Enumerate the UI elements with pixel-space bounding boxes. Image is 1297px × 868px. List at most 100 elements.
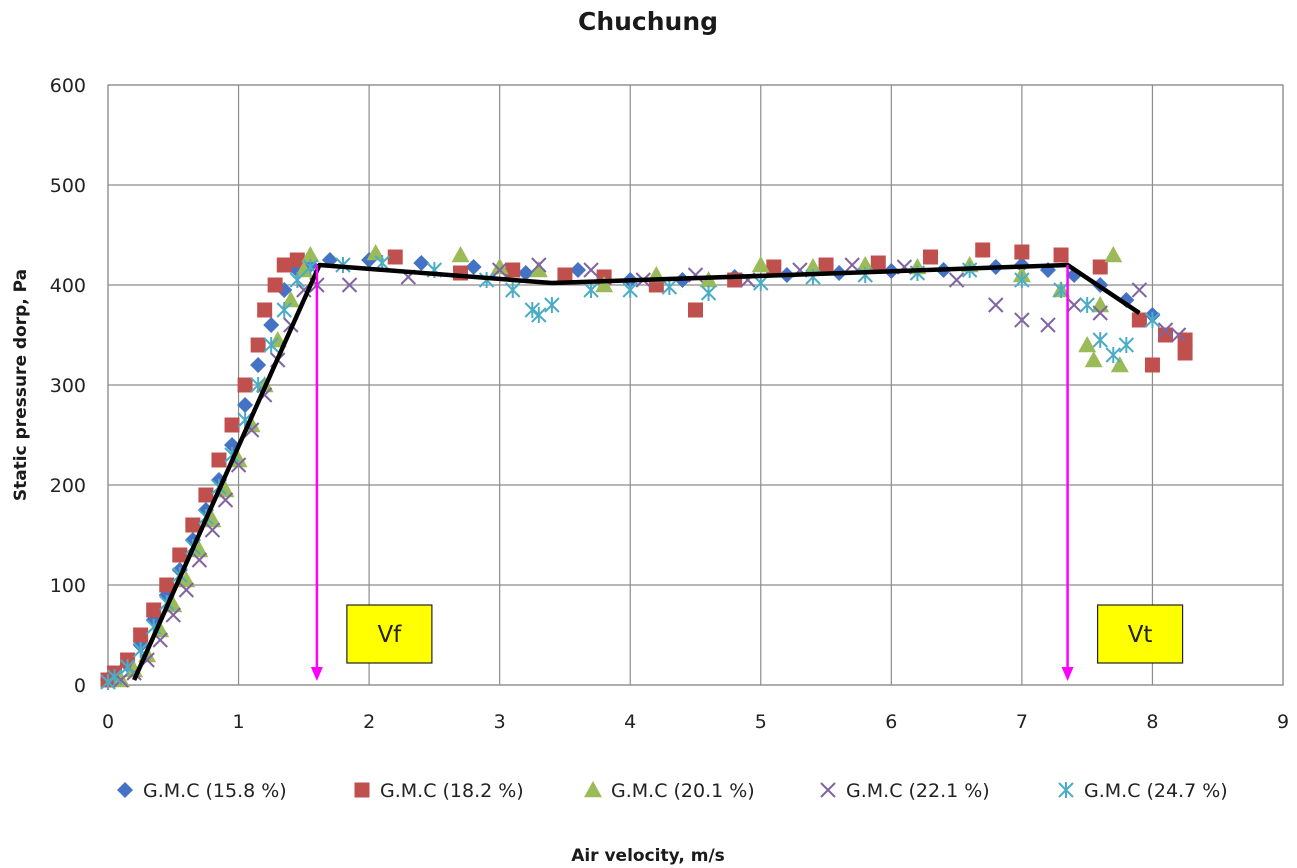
x-tick-label: 7: [1016, 711, 1028, 733]
y-tick-label: 300: [50, 375, 86, 397]
data-point: [451, 246, 470, 263]
x-tick-label: 1: [233, 711, 245, 733]
x-tick-label: 2: [363, 711, 375, 733]
data-point: [584, 781, 602, 798]
data-point: [354, 782, 370, 798]
x-tick-label: 9: [1277, 711, 1289, 733]
data-point: [190, 541, 209, 558]
data-point: [237, 397, 254, 413]
data-point: [1058, 782, 1074, 798]
series-layer: [100, 242, 1193, 690]
data-point: [159, 577, 175, 593]
data-point: [1144, 312, 1161, 328]
legend-label: G.M.C (24.7 %): [1084, 780, 1228, 802]
legend-item: G.M.C (22.1 %): [820, 780, 990, 802]
data-point: [1014, 244, 1030, 260]
x-tick-label: 4: [624, 711, 636, 733]
data-point: [491, 262, 508, 278]
data-point: [1131, 282, 1148, 298]
annotation-label: Vt: [1128, 622, 1153, 648]
data-point: [844, 257, 860, 273]
x-axis-title: Air velocity, m/s: [571, 846, 725, 866]
data-point: [948, 272, 965, 288]
x-tick-label: 6: [885, 711, 897, 733]
data-point: [544, 297, 560, 313]
legend-label: G.M.C (15.8 %): [143, 780, 287, 802]
data-point: [1177, 332, 1193, 348]
legend-item: G.M.C (24.7 %): [1058, 780, 1228, 802]
data-point: [366, 244, 385, 261]
data-point: [1040, 317, 1056, 333]
legend-label: G.M.C (18.2 %): [380, 780, 524, 802]
data-point: [276, 302, 292, 318]
data-point: [505, 282, 521, 298]
data-point: [294, 261, 313, 278]
data-point: [413, 255, 430, 271]
grid: [107, 84, 1284, 686]
legend-label: G.M.C (22.1 %): [846, 780, 990, 802]
data-point: [700, 285, 717, 301]
data-point: [117, 782, 133, 798]
annotation-arrowhead: [310, 667, 323, 681]
y-tick-label: 600: [50, 75, 86, 97]
annotation-box: [346, 604, 433, 664]
series: [100, 255, 1161, 690]
y-tick-label: 400: [50, 275, 86, 297]
data-point: [1066, 297, 1082, 313]
data-point: [818, 257, 834, 273]
data-point: [237, 377, 253, 393]
data-point: [923, 249, 938, 265]
data-point: [595, 276, 614, 293]
data-point: [1158, 327, 1173, 343]
data-point: [177, 571, 196, 588]
data-point: [1014, 312, 1030, 328]
data-point: [490, 258, 509, 275]
data-point: [583, 282, 599, 298]
legend-item: G.M.C (15.8 %): [117, 780, 287, 802]
data-point: [856, 256, 875, 273]
x-tick-label: 5: [755, 711, 767, 733]
data-point: [1144, 357, 1160, 373]
annotation-label: Vf: [377, 622, 402, 648]
data-point: [198, 487, 214, 503]
data-point: [301, 246, 320, 263]
data-point: [805, 269, 821, 285]
data-point: [529, 261, 548, 278]
x-tick-label: 8: [1146, 711, 1158, 733]
data-point: [751, 256, 770, 273]
data-point: [857, 267, 873, 283]
data-point: [387, 249, 403, 265]
annotation-box: [1096, 604, 1184, 664]
data-point: [661, 279, 678, 295]
data-point: [1104, 246, 1123, 263]
data-point: [211, 452, 227, 468]
data-point: [820, 782, 836, 798]
chart-title: Chuchung: [578, 7, 718, 36]
data-point: [263, 317, 280, 333]
data-point: [257, 302, 273, 318]
data-point: [531, 257, 547, 273]
data-point: [1092, 259, 1108, 275]
data-point: [289, 272, 306, 288]
y-tick-label: 200: [50, 475, 86, 497]
data-point: [531, 307, 547, 323]
data-point: [191, 552, 208, 568]
data-point: [281, 291, 300, 308]
data-point: [133, 627, 149, 643]
legend-item: G.M.C (20.1 %): [584, 780, 755, 802]
data-point: [870, 255, 886, 271]
annotation-layer: Vf Vt: [310, 265, 1184, 681]
x-tick-label: 3: [494, 711, 506, 733]
data-point: [1053, 282, 1069, 298]
data-point: [119, 659, 136, 675]
data-point: [289, 252, 305, 268]
data-point: [1177, 345, 1193, 361]
data-point: [172, 547, 188, 563]
data-point: [1092, 305, 1108, 321]
data-point: [164, 596, 183, 613]
data-point: [1014, 272, 1030, 288]
data-point: [1131, 312, 1147, 328]
trend-line: [132, 262, 1141, 681]
data-point: [517, 265, 534, 281]
data-point: [224, 417, 240, 433]
